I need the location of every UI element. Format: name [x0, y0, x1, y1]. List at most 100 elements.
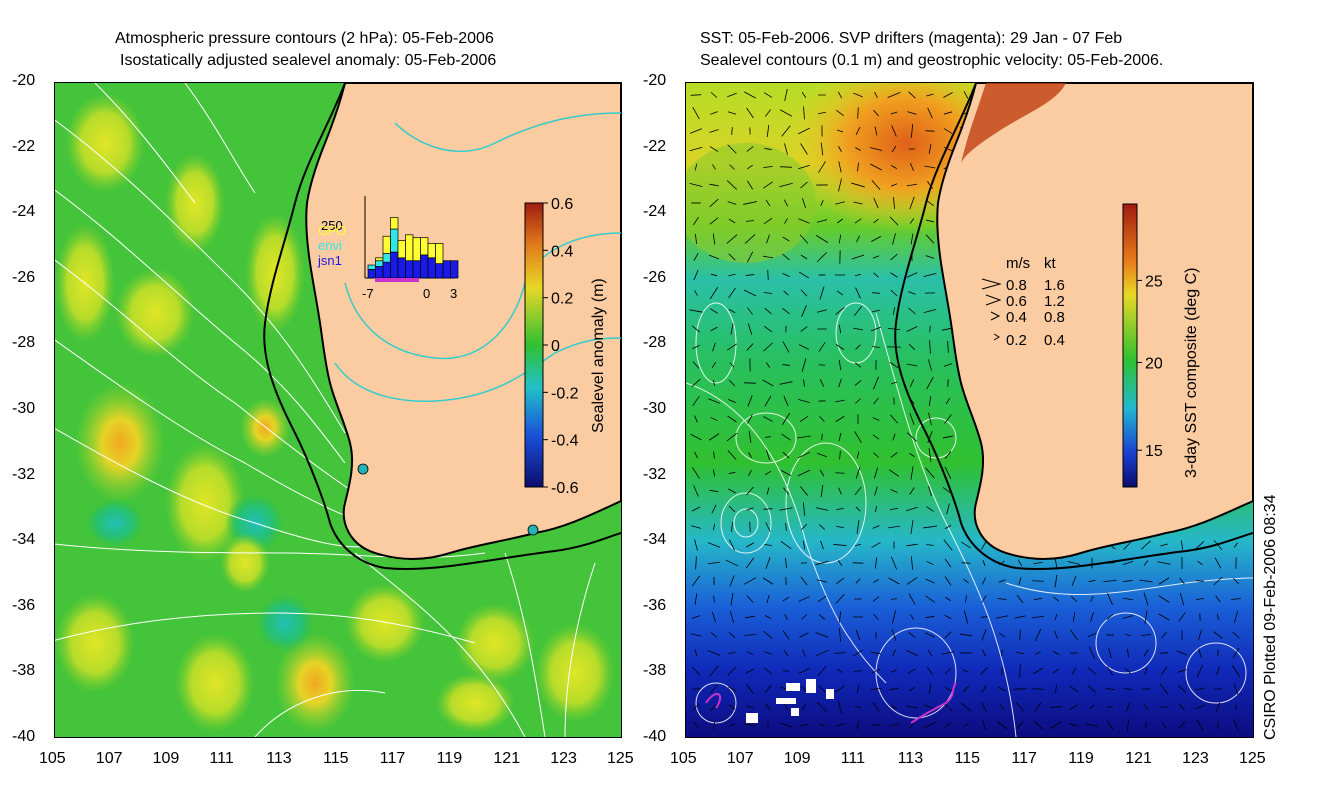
velocity-legend-header-kt: kt: [1044, 255, 1057, 272]
velocity-arrow: [710, 684, 718, 694]
colorbar-tick-label: 25: [1145, 273, 1163, 290]
latitude-tick-label: -20: [643, 72, 667, 89]
velocity-arrow: [835, 307, 845, 315]
velocity-arrow: [728, 631, 736, 639]
velocity-arrow: [1071, 667, 1077, 675]
velocity-arrow: [766, 487, 770, 495]
latitude-tick-label: -28: [643, 334, 667, 352]
histogram-bar-envi: [390, 228, 399, 253]
velocity-arrow: [835, 201, 845, 205]
velocity-arrow: [727, 666, 737, 676]
velocity-arrow: [782, 670, 790, 672]
velocity-legend-kt: 1.6: [1044, 277, 1065, 294]
velocity-arrow: [1035, 651, 1041, 655]
velocity-arrow: [713, 523, 715, 531]
velocity-arrow: [874, 126, 878, 136]
latitude-tick-label: -24: [12, 203, 36, 221]
velocity-arrow: [943, 128, 953, 134]
latitude-tick-label: -36: [12, 596, 36, 614]
velocity-arrow: [1034, 702, 1042, 712]
latitude-tick-label: -30: [12, 400, 36, 417]
velocity-arrow: [944, 558, 952, 568]
velocity-arrow: [981, 577, 987, 585]
velocity-arrow: [712, 233, 716, 245]
velocity-arrow: [797, 398, 811, 404]
sealevel-colorbar-label: Sealevel anomaly (m): [590, 278, 607, 433]
velocity-arrow: [941, 651, 955, 655]
left-title-line1: Atmospheric pressure contours (2 hPa): 0…: [115, 30, 494, 47]
velocity-arrow: [837, 560, 843, 566]
colorbar-tick-label: 0: [551, 338, 560, 355]
velocity-arrow: [890, 272, 898, 278]
velocity-arrow: [890, 452, 898, 458]
velocity-arrow: [818, 614, 826, 620]
legend-jsn1: jsn1: [317, 253, 342, 268]
velocity-arrow: [779, 166, 793, 168]
velocity-arrow: [1054, 613, 1058, 621]
velocity-arrow: [910, 556, 914, 570]
velocity-arrow: [926, 560, 934, 566]
velocity-arrow: [710, 111, 718, 115]
velocity-arrow: [838, 611, 842, 623]
velocity-arrow: [1124, 668, 1132, 674]
velocity-arrow: [855, 467, 861, 479]
velocity-arrow: [929, 325, 931, 333]
velocity-arrow: [709, 183, 719, 187]
colorbar-tick-label: 0.4: [551, 243, 573, 260]
velocity-arrow: [712, 342, 716, 352]
velocity-arrow: [1197, 560, 1203, 566]
velocity-arrow: [695, 556, 697, 570]
velocity-arrow: [873, 109, 879, 117]
velocity-arrow: [689, 146, 703, 152]
velocity-arrow: [691, 666, 701, 676]
velocity-arrow: [763, 181, 773, 189]
velocity-arrow: [692, 344, 700, 350]
velocity-arrow: [838, 378, 842, 388]
velocity-arrow: [731, 127, 733, 135]
velocity-arrow: [1198, 648, 1202, 658]
velocity-arrow: [801, 358, 807, 372]
velocity-arrow: [728, 253, 736, 261]
longitude-tick-label: 113: [897, 750, 924, 767]
velocity-arrow: [799, 344, 809, 350]
velocity-arrow: [855, 629, 861, 641]
velocity-arrow: [801, 685, 807, 693]
velocity-arrow: [783, 649, 789, 657]
longitude-tick-label: 115: [323, 750, 349, 767]
velocity-arrow: [853, 327, 863, 331]
velocity-legend-ms: 0.6: [1006, 293, 1027, 310]
velocity-arrow: [857, 162, 859, 172]
drifter-marker: [527, 524, 539, 536]
velocity-arrow: [944, 722, 952, 728]
velocity-arrow: [1108, 648, 1112, 658]
velocity-arrow: [744, 615, 756, 619]
velocity-arrow: [909, 487, 915, 495]
velocity-arrow: [712, 379, 716, 387]
velocity-arrow: [890, 111, 898, 115]
velocity-arrow: [909, 218, 915, 224]
velocity-arrow: [815, 560, 829, 566]
shelf-line: [263, 83, 621, 570]
velocity-arrow: [1179, 592, 1185, 606]
velocity-arrow: [927, 181, 933, 189]
velocity-arrow: [763, 508, 773, 510]
velocity-arrow: [820, 485, 824, 497]
velocity-arrow: [925, 234, 935, 244]
left-title-line2: Isostatically adjusted sealevel anomaly:…: [120, 52, 497, 69]
velocity-arrow: [1089, 646, 1095, 660]
velocity-arrow: [907, 111, 917, 115]
velocity-arrow: [817, 452, 827, 458]
velocity-arrow: [707, 542, 721, 548]
velocity-arrow: [1235, 703, 1237, 711]
velocity-arrow: [908, 291, 916, 295]
velocity-arrow: [836, 577, 844, 585]
velocity-arrow: [874, 557, 878, 569]
velocity-arrow: [891, 705, 897, 709]
velocity-arrow: [727, 92, 737, 98]
velocity-arrow: [996, 720, 1008, 730]
velocity-arrow: [854, 431, 862, 443]
velocity-arrow: [909, 196, 915, 210]
histogram-bar-gfo: [427, 243, 436, 259]
velocity-arrow: [726, 234, 738, 244]
velocity-legend-ms: 0.4: [1006, 309, 1027, 326]
